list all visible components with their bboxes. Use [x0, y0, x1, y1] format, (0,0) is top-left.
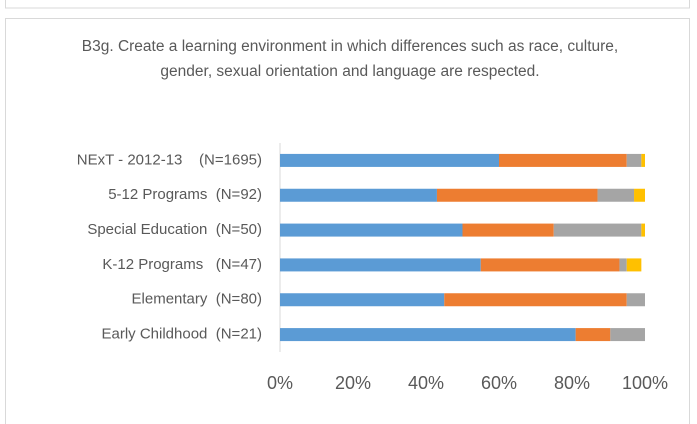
bar-segment [444, 293, 627, 307]
bar-segment [641, 153, 645, 167]
bar-segment [575, 328, 611, 342]
bar-segment [634, 188, 645, 202]
bar-segment [641, 223, 645, 237]
y-tick-label: K-12 Programs (N=47) [102, 256, 262, 273]
bar-segment [436, 188, 598, 202]
bar-segment [626, 153, 642, 167]
bar-segment [280, 258, 481, 272]
y-tick-label: Early Childhood (N=21) [102, 326, 263, 343]
bar-segment [626, 258, 642, 272]
y-tick-label: NExT - 2012-13 (N=1695) [77, 151, 262, 168]
chart-frame [5, 18, 690, 424]
bar-segment [280, 223, 463, 237]
bar-segment [280, 153, 499, 167]
x-tick-label: 100% [622, 373, 668, 393]
x-tick-label: 60% [481, 373, 517, 393]
bar-segment [610, 328, 645, 342]
bar-segment [626, 293, 645, 307]
bar-segment [499, 153, 627, 167]
y-tick-label: Elementary (N=80) [132, 291, 262, 308]
y-tick-label: Special Education (N=50) [87, 221, 262, 238]
bar-segment [597, 188, 635, 202]
bar-segment [462, 223, 554, 237]
x-tick-label: 0% [267, 373, 293, 393]
y-tick-label: 5-12 Programs (N=92) [108, 186, 262, 203]
bar-segment [480, 258, 620, 272]
chart-title: B3g. Create a learning environment in wh… [81, 38, 619, 80]
bar-segment [619, 258, 627, 272]
previous-chart-frame [5, 0, 690, 9]
x-tick-label: 40% [408, 373, 444, 393]
bar-segment [280, 188, 437, 202]
x-tick-label: 20% [335, 373, 371, 393]
bar-segment [280, 293, 445, 307]
bar-segment [553, 223, 642, 237]
x-tick-label: 80% [554, 373, 590, 393]
bar-segment [280, 328, 576, 342]
